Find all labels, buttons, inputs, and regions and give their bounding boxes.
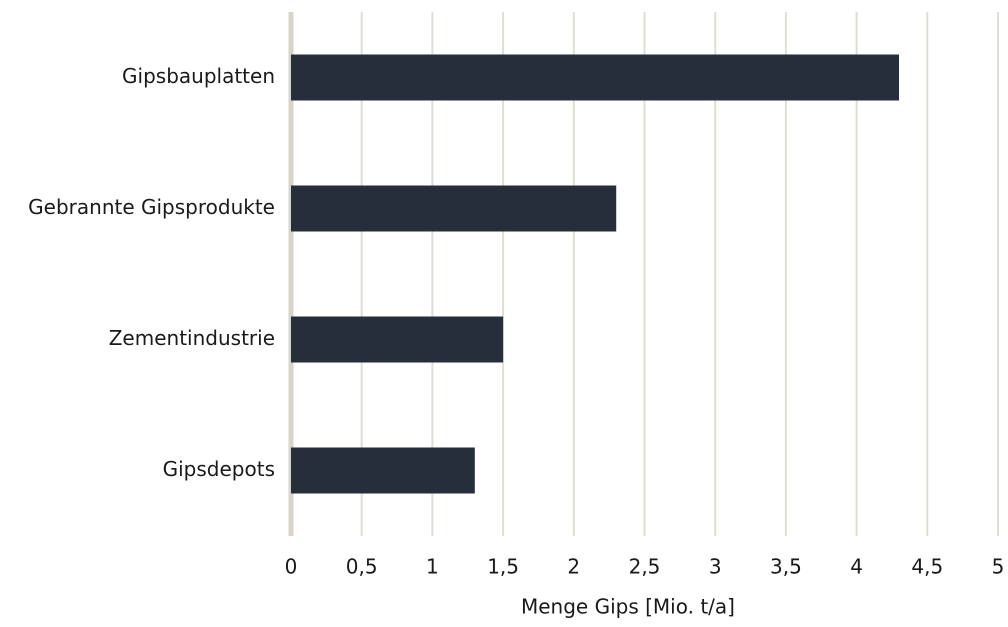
y-tick-label: Gipsdepots: [163, 457, 275, 481]
x-tick-label: 0,5: [346, 555, 378, 579]
bar: [291, 316, 504, 363]
x-tick-label: 5: [992, 555, 1005, 579]
x-tick-label: 4,5: [911, 555, 943, 579]
bar: [291, 447, 475, 494]
y-tick-label: Gebrannte Gipsprodukte: [28, 195, 275, 219]
y-tick-label: Zementindustrie: [109, 326, 275, 350]
x-tick-label: 3,5: [770, 555, 802, 579]
x-tick-label: 2,5: [629, 555, 661, 579]
y-tick-label: Gipsbauplatten: [122, 64, 275, 88]
x-axis-label: Menge Gips [Mio. t/a]: [521, 595, 735, 619]
x-tick-label: 0: [285, 555, 298, 579]
x-tick-label: 3: [709, 555, 722, 579]
x-tick-label: 1: [426, 555, 439, 579]
bar: [291, 185, 617, 232]
x-tick-label: 2: [567, 555, 580, 579]
x-tick-label: 4: [850, 555, 863, 579]
x-tick-label: 1,5: [487, 555, 519, 579]
bar: [291, 54, 900, 101]
